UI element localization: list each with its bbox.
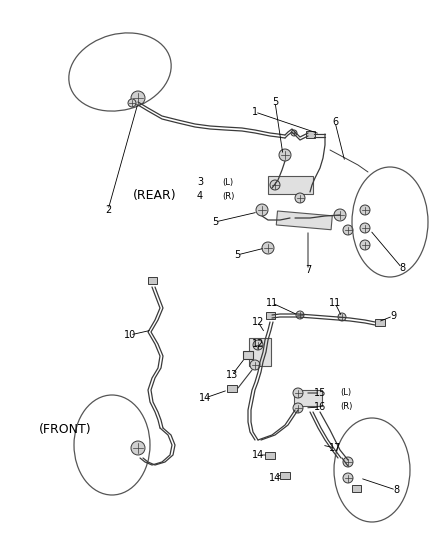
Bar <box>305 131 314 138</box>
Circle shape <box>253 340 263 350</box>
Circle shape <box>360 240 370 250</box>
Bar <box>375 319 385 326</box>
Text: 14: 14 <box>199 393 211 403</box>
Text: 5: 5 <box>234 250 240 260</box>
Circle shape <box>270 180 280 190</box>
Text: 5: 5 <box>212 217 218 227</box>
Text: 16: 16 <box>314 402 326 412</box>
Text: 8: 8 <box>393 485 399 495</box>
Text: 2: 2 <box>105 205 111 215</box>
Bar <box>249 338 271 366</box>
Circle shape <box>291 130 297 136</box>
Text: 14: 14 <box>269 473 281 483</box>
Bar <box>265 451 275 458</box>
Text: 17: 17 <box>329 443 341 453</box>
Bar <box>280 472 290 479</box>
Text: 5: 5 <box>272 97 278 107</box>
Text: 6: 6 <box>332 117 338 127</box>
Bar <box>268 176 312 194</box>
Bar <box>148 277 156 284</box>
Text: 12: 12 <box>252 339 264 349</box>
Bar <box>265 311 275 319</box>
Circle shape <box>360 223 370 233</box>
Bar <box>276 211 332 230</box>
Circle shape <box>334 209 346 221</box>
Text: 13: 13 <box>226 370 238 380</box>
Bar <box>352 484 360 491</box>
Circle shape <box>343 457 353 467</box>
Bar <box>294 390 322 406</box>
Text: 9: 9 <box>390 311 396 321</box>
Circle shape <box>360 205 370 215</box>
Text: 10: 10 <box>124 330 136 340</box>
Circle shape <box>279 149 291 161</box>
Circle shape <box>338 313 346 321</box>
Text: 8: 8 <box>399 263 405 273</box>
Circle shape <box>343 225 353 235</box>
Text: 11: 11 <box>329 298 341 308</box>
Text: (R): (R) <box>222 191 234 200</box>
Text: 1: 1 <box>252 107 258 117</box>
Circle shape <box>131 91 145 105</box>
Circle shape <box>250 360 260 370</box>
Circle shape <box>256 204 268 216</box>
Text: (L): (L) <box>340 389 351 398</box>
Circle shape <box>343 473 353 483</box>
Circle shape <box>295 193 305 203</box>
Text: 15: 15 <box>314 388 326 398</box>
Text: (FRONT): (FRONT) <box>39 424 91 437</box>
Bar <box>227 384 237 392</box>
Text: 12: 12 <box>252 317 264 327</box>
Text: 14: 14 <box>252 450 264 460</box>
Text: 7: 7 <box>305 265 311 275</box>
Circle shape <box>296 311 304 319</box>
Circle shape <box>293 403 303 413</box>
Circle shape <box>128 99 136 107</box>
Text: (R): (R) <box>340 402 353 411</box>
Circle shape <box>131 441 145 455</box>
Text: 4: 4 <box>197 191 203 201</box>
Text: (REAR): (REAR) <box>133 189 177 201</box>
Text: 11: 11 <box>266 298 278 308</box>
Circle shape <box>262 242 274 254</box>
Text: 3: 3 <box>197 177 203 187</box>
Circle shape <box>293 388 303 398</box>
Bar <box>243 351 253 359</box>
Text: (L): (L) <box>222 177 233 187</box>
